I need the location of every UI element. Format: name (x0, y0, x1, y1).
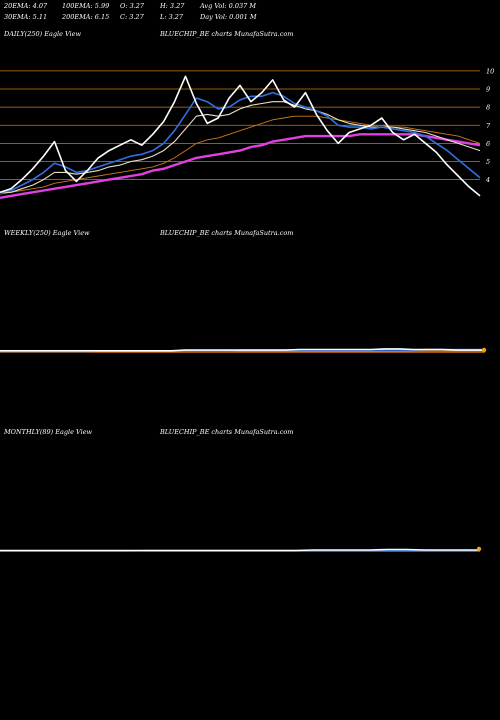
daily-ema100-line (0, 115, 481, 195)
daily-panel-source: BLUECHIP_BE charts MunafaSutra.com (160, 30, 294, 38)
ytick-label-7: 7 (486, 122, 491, 130)
ytick-label-6: 6 (486, 140, 490, 148)
weekly-price-line (0, 348, 485, 352)
monthly-panel-source: BLUECHIP_BE charts MunafaSutra.com (160, 428, 294, 436)
ytick-label-5: 5 (486, 158, 490, 166)
ema20-stat: 20EMA: 4.07 (4, 2, 48, 10)
monthly-price-line (0, 548, 480, 552)
daily-ema200-line (0, 133, 481, 199)
low-stat: L: 3.27 (160, 13, 184, 21)
close-stat: C: 3.27 (120, 13, 144, 21)
weekly-panel-source: BLUECHIP_BE charts MunafaSutra.com (160, 229, 294, 237)
ytick-label-8: 8 (486, 104, 490, 112)
ytick-label-4: 4 (485, 176, 490, 184)
daily-ema20-line (0, 91, 481, 194)
weekly-last-price-marker (481, 347, 487, 353)
daily-price-line (0, 75, 481, 197)
weekly-panel-label: WEEKLY(250) Eagle View (4, 229, 90, 237)
ytick-label-9: 9 (486, 86, 490, 94)
ema30-stat: 30EMA: 5.11 (4, 13, 48, 21)
avg-vol-stat: Avg Vol: 0.037 M (200, 2, 257, 10)
daily-ema30-line (0, 101, 481, 193)
high-stat: H: 3.27 (160, 2, 185, 10)
open-stat: O: 3.27 (120, 2, 145, 10)
day-vol-stat: Day Vol: 0.001 M (200, 13, 257, 21)
monthly-last-price-marker (476, 546, 482, 552)
ema100-stat: 100EMA: 5.99 (62, 2, 110, 10)
ema200-stat: 200EMA: 6.15 (62, 13, 110, 21)
monthly-panel-label: MONTHLY(89) Eagle View (4, 428, 93, 436)
daily-panel-label: DAILY(250) Eagle View (4, 30, 82, 38)
ytick-label-10: 10 (486, 67, 494, 75)
